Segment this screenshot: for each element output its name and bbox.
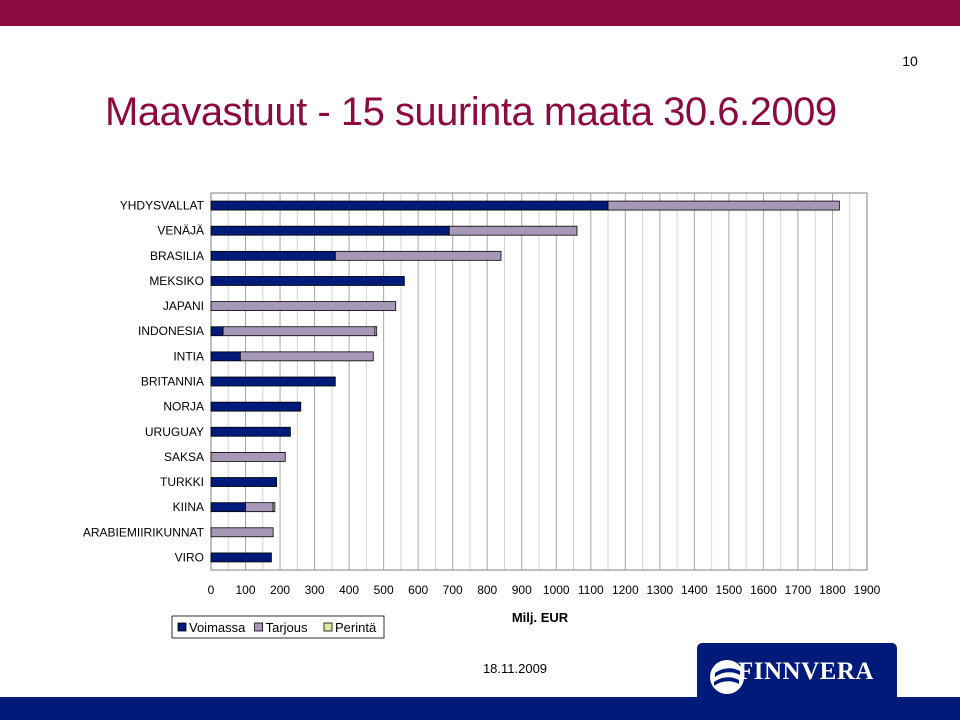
x-tick-label: 400 bbox=[339, 583, 359, 597]
x-tick-label: 1200 bbox=[612, 583, 639, 597]
bar-voimassa bbox=[210, 502, 246, 513]
bar-voimassa bbox=[210, 426, 291, 437]
x-tick-label: 1400 bbox=[681, 583, 708, 597]
y-tick-label: YHDYSVALLAT bbox=[120, 199, 205, 213]
legend-label: Tarjous bbox=[266, 620, 308, 635]
finnvera-logo-icon bbox=[710, 660, 744, 694]
x-axis-label: Milj. EUR bbox=[511, 610, 569, 625]
bar-tarjous bbox=[334, 250, 502, 261]
bar-voimassa bbox=[210, 250, 336, 261]
bar-tarjous bbox=[210, 451, 286, 462]
x-tick-label: 1900 bbox=[854, 583, 881, 597]
y-tick-label: KIINA bbox=[173, 500, 204, 514]
y-tick-label: INDONESIA bbox=[138, 324, 204, 338]
bar-perintä bbox=[374, 326, 378, 337]
legend-swatch bbox=[177, 622, 187, 632]
bar-voimassa bbox=[210, 376, 336, 387]
x-tick-label: 1500 bbox=[716, 583, 743, 597]
y-tick-label: TURKKI bbox=[160, 475, 204, 489]
x-tick-label: 1000 bbox=[543, 583, 570, 597]
page-number: 10 bbox=[902, 53, 918, 69]
y-tick-label: URUGUAY bbox=[145, 425, 204, 439]
x-tick-label: 1700 bbox=[785, 583, 812, 597]
bar-voimassa bbox=[210, 225, 450, 236]
bar-tarjous bbox=[448, 225, 578, 236]
finnvera-logo bbox=[697, 643, 897, 710]
bar-tarjous bbox=[210, 301, 397, 312]
bar-tarjous bbox=[210, 527, 274, 538]
page-title: Maavastuut - 15 suurinta maata 30.6.2009 bbox=[105, 90, 837, 134]
x-tick-label: 1300 bbox=[646, 583, 673, 597]
y-tick-label: SAKSA bbox=[164, 450, 204, 464]
bar-tarjous bbox=[239, 351, 374, 362]
bar-voimassa bbox=[210, 351, 241, 362]
x-tick-label: 300 bbox=[305, 583, 325, 597]
x-tick-label: 900 bbox=[512, 583, 532, 597]
x-tick-label: 800 bbox=[477, 583, 497, 597]
bar-voimassa bbox=[210, 276, 405, 286]
bar-voimassa bbox=[210, 477, 277, 487]
header-bar bbox=[0, 0, 960, 26]
bar-tarjous bbox=[245, 502, 274, 513]
x-tick-label: 1600 bbox=[750, 583, 777, 597]
y-tick-label: INTIA bbox=[173, 349, 204, 363]
legend-label: Voimassa bbox=[189, 620, 246, 635]
slide-date: 18.11.2009 bbox=[482, 661, 548, 676]
y-tick-label: VIRO bbox=[175, 550, 204, 564]
bar-perintä bbox=[272, 502, 276, 513]
x-tick-label: 100 bbox=[236, 583, 256, 597]
bar-voimassa bbox=[210, 552, 272, 563]
x-tick-label: 1100 bbox=[578, 583, 604, 597]
bar-voimassa bbox=[210, 200, 609, 211]
logo-wordmark: FINNVERA bbox=[738, 658, 874, 685]
y-tick-label: NORJA bbox=[163, 400, 204, 414]
x-tick-label: 600 bbox=[408, 583, 428, 597]
y-tick-label: BRASILIA bbox=[150, 249, 204, 263]
x-tick-label: 1800 bbox=[819, 583, 846, 597]
y-tick-label: JAPANI bbox=[163, 299, 204, 313]
x-tick-label: 500 bbox=[374, 583, 394, 597]
y-tick-label: BRITANNIA bbox=[141, 375, 204, 389]
legend-label: Perintä bbox=[335, 620, 377, 635]
y-tick-label: VENÄJÄ bbox=[157, 224, 204, 238]
bar-voimassa bbox=[210, 326, 224, 337]
legend-box bbox=[171, 615, 385, 639]
bar-tarjous bbox=[222, 326, 376, 337]
x-tick-label: 200 bbox=[270, 583, 290, 597]
x-tick-label: 0 bbox=[208, 583, 215, 597]
x-tick-label: 700 bbox=[443, 583, 463, 597]
legend-swatch bbox=[254, 622, 264, 632]
bar-tarjous bbox=[607, 200, 840, 211]
y-tick-label: ARABIEMIIRIKUNNAT bbox=[83, 525, 205, 539]
y-tick-label: MEKSIKO bbox=[149, 274, 204, 288]
bar-voimassa bbox=[210, 401, 302, 412]
legend-swatch bbox=[323, 622, 333, 632]
